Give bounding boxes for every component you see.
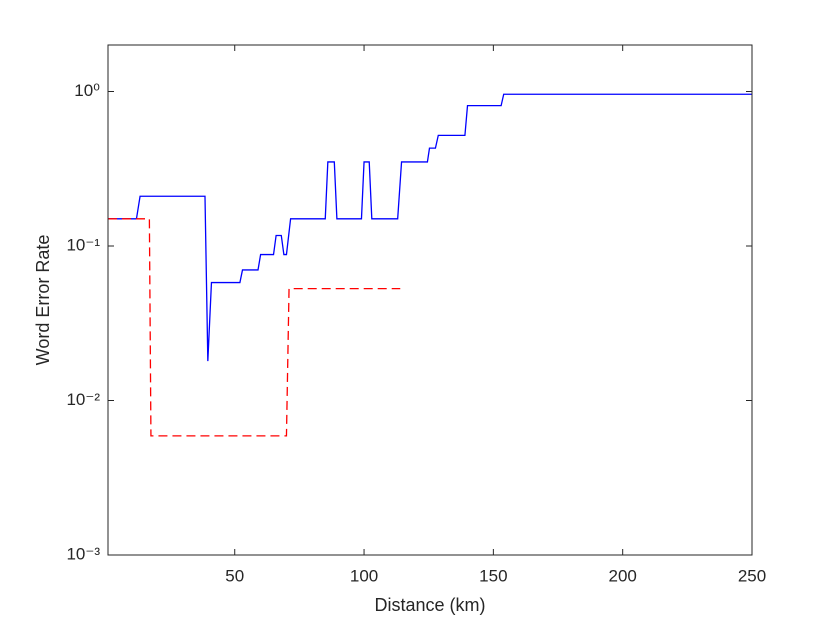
y-tick-label: 10⁻³ <box>66 544 100 563</box>
x-axis-title: Distance (km) <box>374 595 485 615</box>
series-line <box>108 218 401 437</box>
x-tick-label: 100 <box>350 566 378 585</box>
series-line <box>108 93 752 362</box>
y-axis-title: Word Error Rate <box>33 235 53 366</box>
x-tick-label: 150 <box>479 566 507 585</box>
x-tick-label: 200 <box>608 566 636 585</box>
y-tick-label: 10⁻¹ <box>66 235 100 254</box>
plot-area <box>108 45 752 555</box>
y-tick-label: 10⁰ <box>74 81 100 100</box>
plot-frame <box>107 44 753 556</box>
x-tick-label: 50 <box>225 566 244 585</box>
y-tick-label: 10⁻² <box>66 390 100 409</box>
x-tick-label: 250 <box>738 566 766 585</box>
